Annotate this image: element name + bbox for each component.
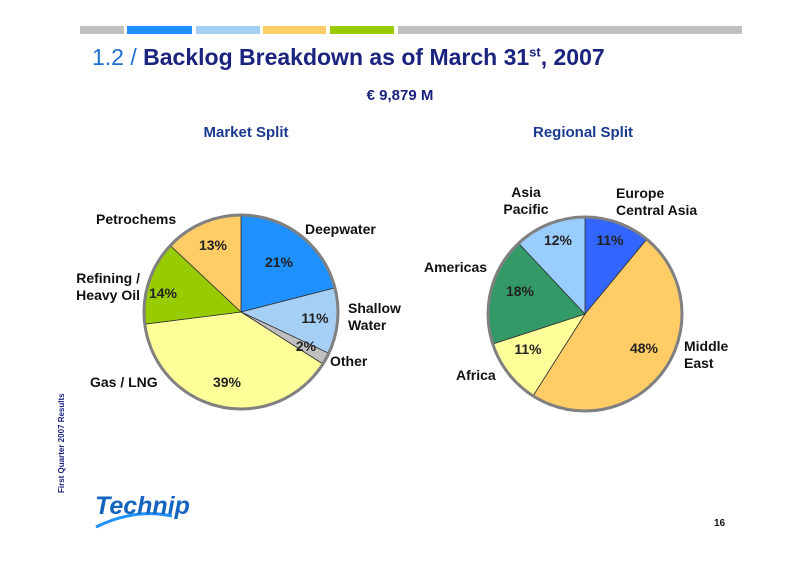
category-label: Europe Central Asia — [616, 185, 698, 218]
total-backlog: € 9,879 M — [366, 87, 434, 104]
data-label: 11% — [596, 232, 624, 248]
header-bar — [80, 26, 124, 34]
data-label: 48% — [629, 340, 659, 356]
category-label: Africa — [456, 367, 496, 383]
data-label: 39% — [212, 374, 242, 390]
page-number: 16 — [714, 518, 726, 529]
logo-swoosh — [95, 512, 173, 529]
category-label: Asia Pacific — [503, 184, 549, 217]
title-text: Backlog Breakdown as of March 31 — [143, 44, 530, 70]
pie-border — [142, 213, 340, 411]
category-label: Deepwater — [305, 221, 376, 237]
section-number: 1.2 / — [92, 44, 137, 70]
data-label: 11% — [301, 310, 329, 326]
header-bar — [330, 26, 394, 34]
title-sup: st — [529, 44, 541, 60]
title-end: , 2007 — [540, 44, 605, 70]
category-label: Shallow Water — [348, 300, 401, 333]
chart-title: Market Split — [203, 124, 289, 141]
header-bar — [398, 26, 742, 34]
side-note: First Quarter 2007 Results — [57, 393, 66, 493]
data-label: 2% — [295, 338, 317, 354]
category-label: Gas / LNG — [90, 374, 158, 390]
category-label: Middle East — [684, 338, 729, 371]
data-label: 11% — [514, 341, 542, 357]
data-label: 14% — [148, 285, 178, 301]
slide-title: 1.2 / Backlog Breakdown as of March 31st… — [92, 44, 605, 71]
header-bar — [196, 26, 260, 34]
data-label: 18% — [505, 283, 535, 299]
chart-title: Regional Split — [532, 124, 633, 141]
category-label: Refining / Heavy Oil — [76, 270, 140, 303]
header-bar — [127, 26, 192, 34]
category-label: Americas — [424, 259, 488, 275]
category-label: Other — [330, 353, 368, 369]
logo: Technip — [95, 492, 190, 520]
data-label: 21% — [264, 254, 294, 270]
pie-border — [486, 215, 684, 413]
header-bar — [263, 26, 326, 34]
category-label: Petrochems — [96, 211, 177, 227]
data-label: 12% — [543, 232, 573, 248]
data-label: 13% — [198, 237, 228, 253]
